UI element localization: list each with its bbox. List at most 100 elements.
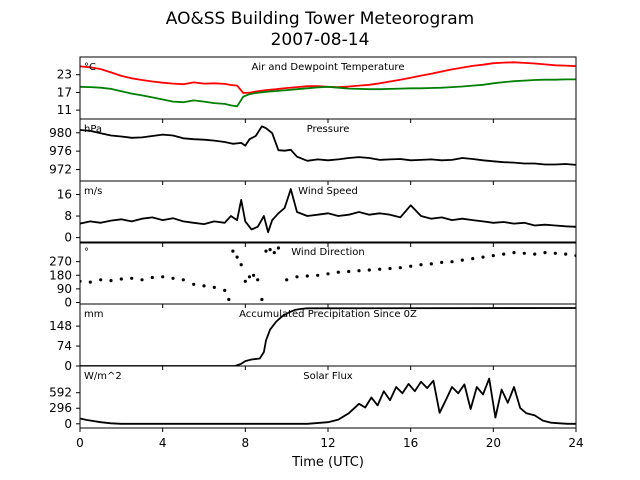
figure-date: 2007-08-14 (271, 30, 370, 50)
panel-4-ytick-label: 0 (64, 359, 72, 373)
x-tick-label: 16 (403, 436, 418, 450)
panel-4-series-0-line (80, 307, 576, 366)
panel-3-point (336, 270, 340, 274)
panel-3-point (429, 262, 433, 266)
x-tick-label: 20 (486, 436, 501, 450)
panel-5-ytick-label: 0 (64, 417, 72, 431)
panel-3-point (564, 252, 568, 256)
panel-3-point (512, 251, 516, 255)
panel-1-ytick-label: 972 (49, 163, 72, 177)
x-tick-label: 8 (242, 436, 250, 450)
panel-2-ytick-label: 0 (64, 231, 72, 245)
panel-3-point (227, 297, 231, 302)
panel-4-unit: mm (84, 309, 103, 320)
panel-3-point (192, 282, 196, 286)
panel-5-unit: W/m^2 (84, 371, 122, 382)
panel-3-ytick-label: 180 (49, 268, 72, 282)
panel-3-point (460, 258, 464, 262)
panel-3-point (522, 251, 526, 255)
panel-3-point (109, 279, 113, 283)
figure-title: AO&SS Building Tower Meteorogram (166, 9, 474, 29)
panel-5-ytick-label: 592 (49, 386, 72, 400)
panel-3-point (502, 252, 506, 256)
panel-5-series-0-line (80, 377, 576, 425)
panel-3-point (450, 260, 454, 264)
panel-3-point (243, 279, 247, 283)
x-tick-label: 12 (320, 436, 335, 450)
panel-3-point (171, 276, 175, 280)
panel-3-point (378, 267, 382, 271)
panel-3-point (239, 263, 243, 267)
panel-2-ytick-label: 8 (64, 209, 72, 223)
panel-3-point (276, 246, 280, 250)
panel-0: 11 17 23 °C Air and Dewpoint Temperature (57, 56, 577, 123)
panel-0-ytick-label: 23 (57, 68, 72, 82)
panel-3-point (409, 264, 413, 268)
panel-4-ytick-label: 74 (57, 339, 72, 353)
panel-1-unit: hPa (84, 124, 102, 135)
panel-3-point (150, 275, 154, 280)
panel-3-point (543, 251, 547, 255)
panel-3-point (252, 273, 256, 277)
panel-3-point (268, 248, 272, 252)
x-tick-label: 4 (159, 436, 167, 450)
panel-3-point (235, 255, 239, 259)
panel-3-point (326, 272, 330, 276)
panel-1-title: Pressure (307, 124, 350, 135)
panel-3-point (212, 285, 216, 289)
panel-1-series (80, 125, 576, 166)
panel-5-title: Solar Flux (303, 371, 353, 382)
panel-3-point (481, 255, 485, 259)
panel-3-point (181, 278, 185, 282)
panel-1-series-0-line (80, 125, 576, 166)
panel-0-ytick-label: 11 (57, 103, 72, 117)
panel-2: 0 8 16 m/s Wind Speed (57, 180, 577, 247)
panel-3-title: Wind Direction (291, 247, 365, 258)
x-axis: 0 4 8 12 16 20 24 (76, 436, 583, 450)
panel-2-series-0-line (80, 188, 576, 234)
panel-3-point (130, 276, 134, 280)
panel-1-ytick-label: 976 (49, 144, 72, 158)
panel-0-series-1-line (80, 78, 576, 108)
panel-3-point (88, 280, 92, 284)
panel-1: 972 976 980 hPa Pressure (49, 118, 577, 185)
panel-2-title: Wind Speed (298, 186, 358, 197)
panel-4-title: Accumulated Precipitation Since 0Z (239, 309, 417, 320)
panel-5-ytick-label: 296 (49, 401, 72, 415)
panel-1-ytick-label: 980 (49, 126, 72, 140)
panel-3-point (398, 266, 402, 270)
panel-3-unit: ° (84, 247, 89, 258)
panel-3-point (247, 275, 252, 279)
panel-0-series-0-line (80, 61, 576, 94)
panel-3-point (99, 278, 103, 282)
panel-3-point (419, 263, 423, 267)
panel-3-point (347, 269, 351, 274)
panel-3-point (367, 268, 371, 272)
panel-3-point (285, 278, 289, 282)
panel-2-unit: m/s (84, 186, 102, 197)
panel-3-point (388, 266, 392, 271)
panel-2-ytick-label: 16 (57, 187, 72, 201)
panel-3-point (305, 274, 309, 278)
panel-4: 0 74 148 mm Accumulated Precipitation Since … (49, 303, 577, 373)
panel-5-series (80, 377, 576, 425)
panel-4-series (80, 307, 576, 366)
panel-3-point (533, 252, 537, 256)
panel-2-series (80, 188, 576, 234)
panel-3-ytick-label: 90 (57, 282, 72, 296)
panel-3-point (223, 288, 227, 292)
panel-3-series (80, 246, 576, 302)
panel-0-unit: °C (84, 62, 96, 73)
panel-3-point (295, 275, 299, 279)
panel-3-point (491, 254, 495, 258)
panel-4-ytick-label: 148 (49, 319, 72, 333)
panel-3-point (260, 297, 264, 302)
panel-3-point (471, 257, 475, 261)
panel-3-point (231, 249, 235, 253)
panel-3-ytick-label: 270 (49, 255, 72, 269)
panel-3-point (553, 251, 557, 255)
x-axis-label: Time (UTC) (291, 455, 364, 470)
